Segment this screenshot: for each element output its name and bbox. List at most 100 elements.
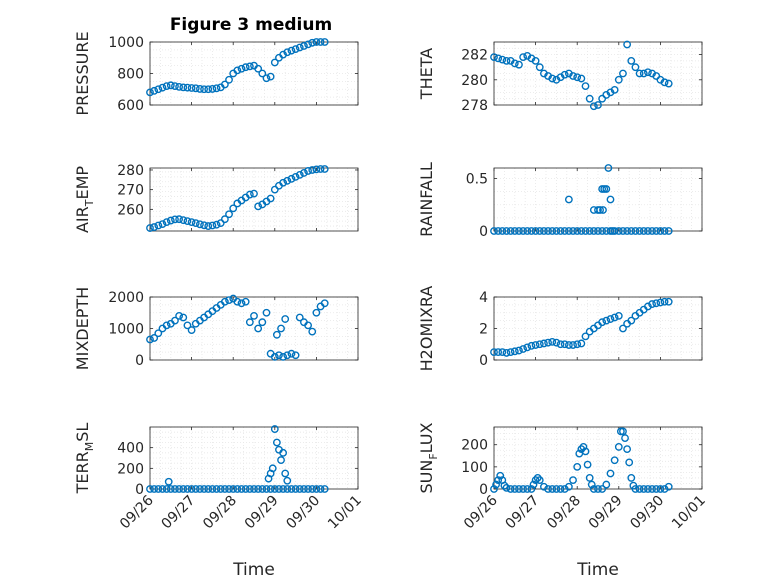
- data-point: [579, 443, 588, 451]
- data-point: [266, 72, 275, 81]
- y-axis-label-rest: EMP: [73, 166, 92, 200]
- y-axis-label-subscript: T: [83, 199, 96, 207]
- data-point: [229, 204, 238, 213]
- data-point: [544, 338, 552, 347]
- data-point: [287, 174, 296, 183]
- data-point: [304, 321, 312, 330]
- subplot-5: 0 1000 2000 MIXDEPTH: [73, 287, 359, 370]
- data-point: [237, 299, 246, 308]
- data-point: [308, 166, 317, 174]
- data-point: [564, 482, 573, 491]
- data-point: [291, 351, 300, 360]
- data-point: [527, 341, 536, 350]
- data-point: [183, 485, 192, 493]
- data-point: [312, 165, 321, 174]
- data-point: [283, 176, 292, 185]
- data-point: [552, 485, 561, 493]
- data-point: [279, 352, 288, 361]
- y-axis-label-subscript: F: [427, 453, 440, 459]
- data-point: [577, 339, 586, 348]
- data-point: [241, 63, 250, 72]
- data-point: [281, 315, 290, 323]
- data-point: [320, 38, 329, 46]
- data-point: [494, 348, 503, 357]
- data-point: [606, 195, 615, 204]
- data-point: [220, 80, 229, 89]
- data-point: [635, 69, 644, 78]
- data-point: [587, 480, 596, 489]
- data-point: [237, 485, 246, 493]
- data-point: [166, 485, 175, 493]
- data-point: [639, 227, 648, 235]
- subplot-1: 600 800 1000 PRESSURE: [73, 31, 359, 116]
- data-point: [277, 324, 285, 333]
- data-point: [531, 57, 540, 65]
- data-point: [175, 485, 184, 493]
- data-point: [515, 60, 523, 69]
- data-point: [585, 94, 594, 103]
- data-point: [596, 206, 604, 214]
- data-point: [216, 219, 225, 228]
- data-point: [631, 63, 640, 72]
- data-point: [527, 485, 536, 493]
- data-point: [164, 477, 173, 486]
- data-point: [573, 73, 582, 82]
- data-point: [540, 339, 548, 348]
- data-point: [531, 227, 540, 235]
- data-point: [569, 72, 577, 80]
- data-point: [204, 222, 213, 230]
- y-axis-label-rest: SL: [73, 423, 92, 442]
- data-point: [594, 101, 602, 109]
- data-point: [208, 221, 217, 230]
- data-point: [610, 456, 619, 465]
- data-point: [535, 476, 544, 485]
- data-point: [304, 485, 312, 493]
- data-point: [589, 102, 598, 111]
- y-tick-label: 0: [479, 224, 488, 240]
- data-point: [544, 227, 552, 235]
- y-tick-label: 278: [461, 98, 488, 114]
- data-point: [494, 476, 503, 485]
- data-point: [639, 485, 648, 493]
- data-point: [270, 425, 279, 433]
- data-point: [266, 194, 275, 203]
- data-point: [502, 57, 511, 65]
- data-point: [196, 220, 204, 229]
- data-point: [179, 216, 188, 225]
- data-point: [660, 297, 669, 306]
- data-point: [656, 485, 665, 493]
- subplot-2: 278 280 282 THETA: [417, 40, 703, 114]
- data-point: [279, 448, 288, 457]
- data-point: [272, 330, 281, 339]
- data-point: [510, 59, 519, 68]
- data-point: [619, 227, 627, 235]
- data-point: [146, 224, 154, 232]
- data-point: [529, 480, 538, 489]
- y-tick-label: 0: [135, 482, 144, 498]
- data-point: [523, 227, 532, 235]
- data-point: [171, 485, 179, 493]
- data-point: [621, 434, 629, 442]
- data-point: [548, 227, 557, 235]
- subplot-3: 260 270 280 AIRTEMP: [73, 163, 359, 233]
- data-point: [225, 75, 233, 84]
- data-point: [270, 58, 279, 67]
- series-markers: [490, 427, 673, 493]
- series-markers: [146, 165, 329, 232]
- data-point: [556, 485, 565, 493]
- data-point: [544, 485, 552, 493]
- data-point: [581, 447, 590, 456]
- data-point: [150, 223, 159, 231]
- data-point: [229, 485, 238, 493]
- data-point: [502, 483, 511, 492]
- data-point: [233, 297, 242, 306]
- data-point: [560, 340, 569, 349]
- data-point: [589, 227, 598, 235]
- y-tick-label: 1000: [108, 322, 144, 338]
- data-point: [548, 485, 557, 493]
- data-point: [496, 471, 505, 480]
- data-point: [204, 85, 213, 94]
- data-point: [179, 313, 188, 322]
- data-point: [498, 55, 507, 64]
- data-point: [308, 485, 317, 493]
